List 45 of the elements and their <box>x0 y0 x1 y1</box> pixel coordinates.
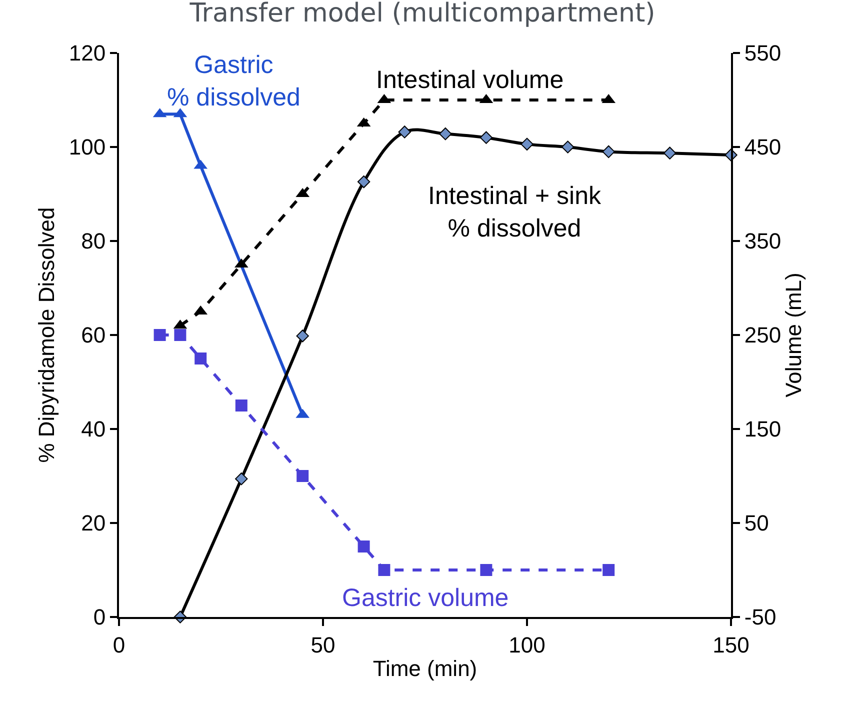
point <box>480 564 492 576</box>
y-axis-title: % Dipyridamole Dissolved <box>34 207 60 463</box>
chart-title: Transfer model (multicompartment) <box>188 0 656 29</box>
series-label: Gastric volume <box>342 584 509 612</box>
y-tick-label: 80 <box>81 228 106 254</box>
x-tick-label: 0 <box>112 632 126 658</box>
y2-axis-title: Volume (mL) <box>781 272 806 398</box>
y2-tick-label: 550 <box>744 40 782 66</box>
y2-tick-label: -50 <box>744 604 776 630</box>
point <box>174 329 186 341</box>
point <box>561 140 574 154</box>
y-tick-label: 20 <box>81 510 106 536</box>
point <box>358 540 370 552</box>
series-label: Intestinal volume <box>376 66 564 94</box>
point <box>663 146 676 160</box>
y2-tick-label: 150 <box>744 416 782 442</box>
point <box>378 564 390 576</box>
point <box>439 127 452 140</box>
series-label: Gastric % dissolved <box>167 51 300 112</box>
point <box>194 352 207 364</box>
x-tick-label: 50 <box>310 632 336 658</box>
y2-tick-label: 450 <box>744 134 782 160</box>
y-tick-label: 60 <box>81 322 106 348</box>
point <box>520 138 534 151</box>
point <box>235 400 248 412</box>
y-tick-label: 120 <box>68 40 106 66</box>
point <box>398 126 411 138</box>
y-tick-label: 40 <box>81 416 106 442</box>
series-label: Intestinal + sink % dissolved <box>428 182 602 242</box>
point <box>480 131 493 144</box>
point <box>296 470 309 482</box>
y2-tick-label: 350 <box>744 228 782 254</box>
y2-tick-label: 250 <box>744 322 782 348</box>
point <box>602 145 615 158</box>
point <box>602 564 615 576</box>
x-tick-label: 100 <box>508 632 546 658</box>
x-axis-title: Time (min) <box>372 656 478 681</box>
y-tick-label: 0 <box>93 604 106 630</box>
point <box>296 330 309 342</box>
y-tick-label: 100 <box>68 134 106 160</box>
point <box>154 329 166 341</box>
point <box>357 175 370 188</box>
y2-tick-label: 50 <box>744 510 769 536</box>
point <box>235 472 248 486</box>
x-tick-label: 150 <box>712 632 750 658</box>
